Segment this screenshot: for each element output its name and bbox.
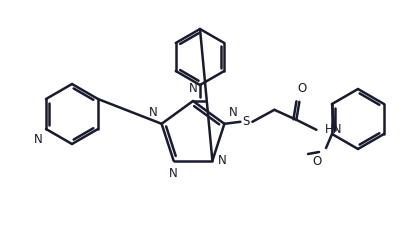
Text: N: N (228, 106, 237, 119)
Text: N: N (169, 167, 178, 180)
Text: N: N (217, 154, 225, 167)
Text: O: O (297, 82, 306, 95)
Text: N: N (188, 82, 197, 95)
Text: HN: HN (324, 123, 341, 136)
Text: S: S (242, 115, 249, 128)
Text: N: N (149, 106, 157, 119)
Text: O: O (312, 155, 321, 168)
Text: N: N (34, 133, 43, 146)
